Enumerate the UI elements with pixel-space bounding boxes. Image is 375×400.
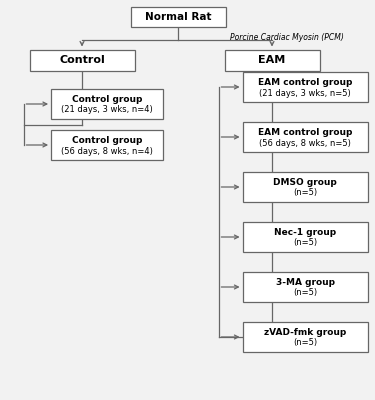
- FancyBboxPatch shape: [243, 172, 368, 202]
- Text: (56 days, 8 wks, n=4): (56 days, 8 wks, n=4): [61, 146, 153, 156]
- FancyBboxPatch shape: [30, 50, 135, 70]
- Text: Control: Control: [59, 55, 105, 65]
- FancyBboxPatch shape: [51, 130, 163, 160]
- Text: Control group: Control group: [72, 136, 142, 145]
- Text: (21 days, 3 wks, n=4): (21 days, 3 wks, n=4): [61, 106, 153, 114]
- Text: (56 days, 8 wks, n=5): (56 days, 8 wks, n=5): [259, 138, 351, 148]
- FancyBboxPatch shape: [51, 89, 163, 119]
- Text: (n=5): (n=5): [293, 238, 317, 248]
- Text: EAM: EAM: [258, 55, 286, 65]
- Text: (n=5): (n=5): [293, 188, 317, 198]
- FancyBboxPatch shape: [130, 7, 225, 27]
- FancyBboxPatch shape: [243, 322, 368, 352]
- FancyBboxPatch shape: [243, 72, 368, 102]
- Text: DMSO group: DMSO group: [273, 178, 337, 187]
- Text: EAM control group: EAM control group: [258, 78, 352, 87]
- Text: (n=5): (n=5): [293, 338, 317, 348]
- FancyBboxPatch shape: [225, 50, 320, 70]
- FancyBboxPatch shape: [243, 122, 368, 152]
- Text: EAM control group: EAM control group: [258, 128, 352, 137]
- Text: zVAD-fmk group: zVAD-fmk group: [264, 328, 346, 337]
- Text: Normal Rat: Normal Rat: [145, 12, 211, 22]
- Text: Control group: Control group: [72, 95, 142, 104]
- Text: (21 days, 3 wks, n=5): (21 days, 3 wks, n=5): [259, 88, 351, 98]
- Text: Nec-1 group: Nec-1 group: [274, 228, 336, 237]
- FancyBboxPatch shape: [243, 222, 368, 252]
- Text: Porcine Cardiac Myosin (PCM): Porcine Cardiac Myosin (PCM): [230, 34, 344, 42]
- FancyBboxPatch shape: [243, 272, 368, 302]
- Text: (n=5): (n=5): [293, 288, 317, 298]
- Text: 3-MA group: 3-MA group: [276, 278, 334, 287]
